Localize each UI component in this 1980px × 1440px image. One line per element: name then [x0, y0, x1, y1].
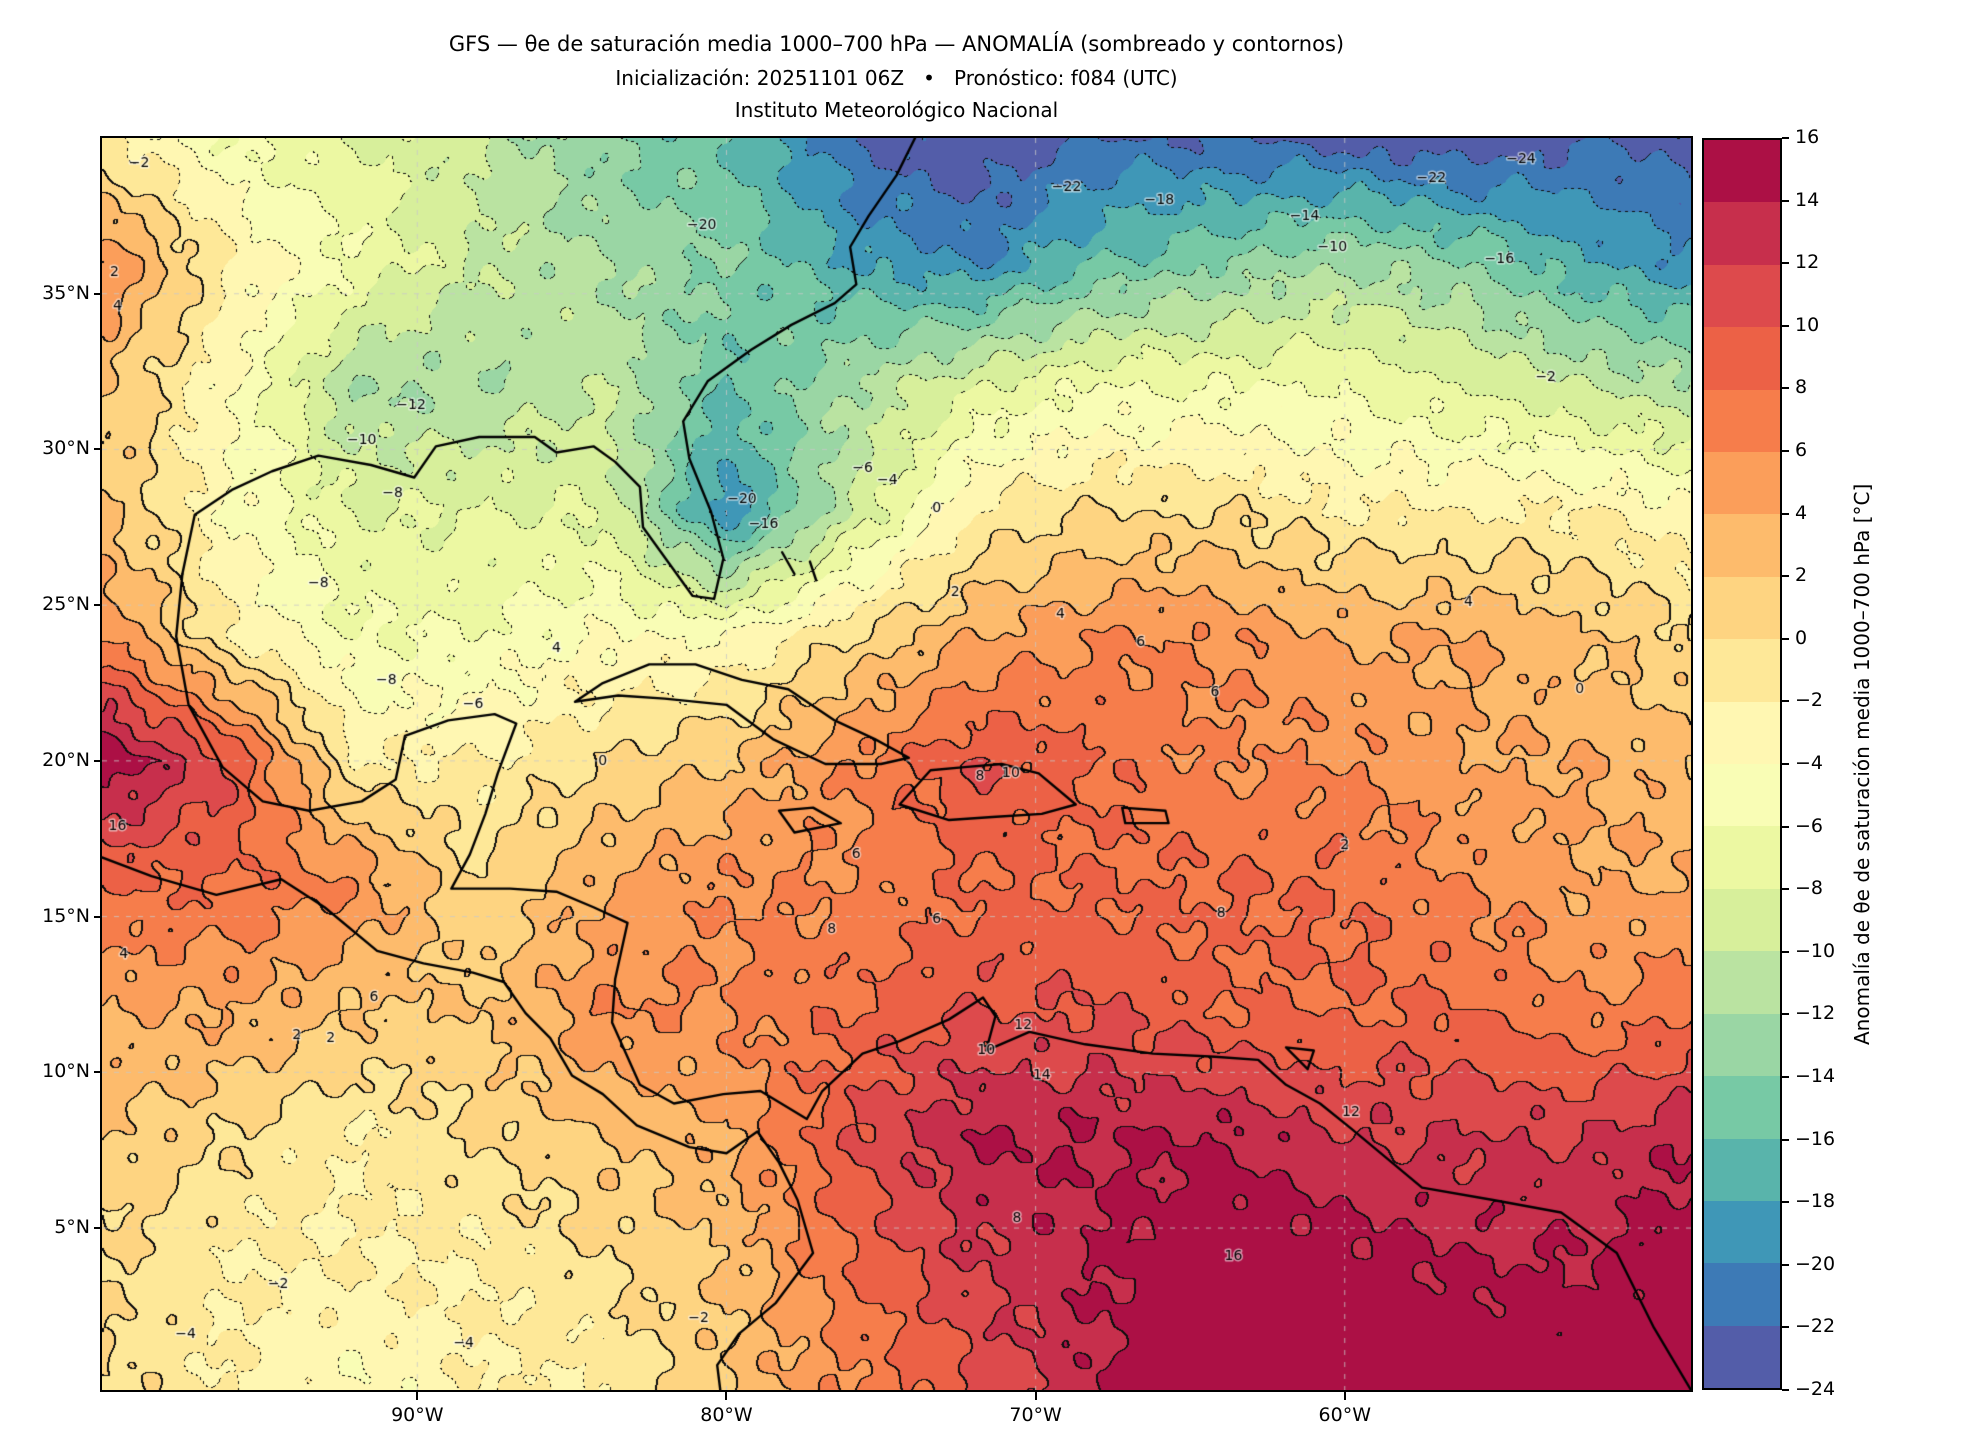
colorbar-band: [1704, 140, 1780, 203]
y-axis-tick: [94, 915, 102, 918]
colorbar-tick-label: −10: [1795, 939, 1836, 962]
y-axis-tick-label: 20°N: [42, 748, 90, 771]
y-axis-tick-label: 5°N: [54, 1216, 90, 1239]
colorbar-tick-label: 0: [1795, 626, 1808, 649]
y-axis-tick-label: 30°N: [42, 437, 90, 460]
colorbar-tick-label: 16: [1795, 126, 1820, 148]
x-axis-tick: [725, 1392, 728, 1400]
colorbar-tick: [1782, 575, 1789, 578]
colorbar-tick-label: 2: [1795, 564, 1808, 587]
colorbar-tick: [1782, 512, 1789, 515]
colorbar-band: [1704, 1200, 1780, 1264]
colorbar-tick: [1782, 262, 1789, 265]
chart-subtitle-init-forecast: Inicialización: 20251101 06Z • Pronóstic…: [615, 66, 1178, 90]
colorbar-tick: [1782, 387, 1789, 390]
colorbar-band: [1704, 888, 1780, 952]
colorbar-tick-label: −6: [1795, 814, 1824, 837]
colorbar-tick: [1782, 1326, 1789, 1329]
colorbar-tick-label: 8: [1795, 376, 1808, 399]
colorbar-band: [1704, 264, 1780, 328]
colorbar-tick-label: −22: [1795, 1315, 1836, 1338]
colorbar-tick-label: 6: [1795, 439, 1808, 461]
anomaly-map-canvas: [102, 138, 1691, 1390]
x-axis-tick-label: 90°W: [391, 1404, 444, 1426]
colorbar-band: [1704, 452, 1780, 515]
colorbar-tick-label: 14: [1795, 188, 1820, 211]
colorbar-tick-label: −12: [1795, 1002, 1836, 1025]
colorbar-band: [1704, 1076, 1780, 1139]
y-axis-tick-label: 35°N: [42, 281, 90, 304]
colorbar-tick: [1782, 1263, 1789, 1266]
y-axis-tick-label: 10°N: [42, 1060, 90, 1083]
colorbar-band: [1704, 1263, 1780, 1326]
x-axis-tick-label: 70°W: [1009, 1404, 1062, 1426]
colorbar-band: [1704, 701, 1780, 765]
colorbar-tick: [1782, 137, 1789, 139]
colorbar-tick-label: −20: [1795, 1252, 1836, 1275]
colorbar-tick-label: −14: [1795, 1065, 1836, 1087]
colorbar-tick: [1782, 763, 1789, 765]
colorbar-tick: [1782, 450, 1789, 452]
colorbar-band: [1704, 327, 1780, 390]
colorbar-band: [1704, 826, 1780, 889]
colorbar-band: [1704, 639, 1780, 702]
colorbar-band: [1704, 514, 1780, 577]
colorbar-band: [1704, 764, 1780, 827]
colorbar-tick: [1782, 950, 1789, 953]
y-axis-tick: [94, 1227, 102, 1230]
colorbar-band: [1704, 1325, 1780, 1389]
colorbar-band: [1704, 951, 1780, 1014]
y-axis-tick: [94, 1071, 102, 1074]
colorbar-band: [1704, 389, 1780, 453]
x-axis-tick: [416, 1392, 419, 1400]
colorbar-tick-label: −4: [1795, 752, 1824, 774]
x-axis-tick: [1343, 1392, 1346, 1400]
colorbar-tick: [1782, 700, 1789, 703]
colorbar-tick: [1782, 324, 1789, 327]
colorbar-tick: [1782, 888, 1789, 891]
colorbar-band: [1704, 202, 1780, 265]
colorbar-band: [1704, 576, 1780, 640]
colorbar-tick: [1782, 1201, 1789, 1204]
x-axis-tick-label: 60°W: [1318, 1404, 1371, 1426]
y-axis-tick-label: 15°N: [42, 904, 90, 927]
chart-title: GFS — θe de saturación media 1000–700 hP…: [448, 32, 1345, 56]
colorbar-tick-label: 10: [1795, 313, 1820, 336]
colorbar: [1702, 138, 1782, 1390]
colorbar-band: [1704, 1013, 1780, 1077]
chart-subtitle-institution: Instituto Meteorológico Nacional: [734, 98, 1059, 122]
colorbar-tick: [1782, 637, 1789, 640]
colorbar-tick-label: −8: [1795, 877, 1824, 900]
colorbar-tick: [1782, 825, 1789, 828]
colorbar-tick-label: −2: [1795, 689, 1824, 712]
colorbar-tick-label: 4: [1795, 501, 1808, 524]
colorbar-tick: [1782, 199, 1789, 202]
x-axis-tick-label: 80°W: [700, 1404, 753, 1426]
y-axis-tick: [94, 759, 102, 762]
colorbar-tick-label: −24: [1795, 1378, 1836, 1400]
x-axis-tick: [1034, 1392, 1037, 1400]
colorbar-tick: [1782, 1389, 1789, 1391]
colorbar-tick: [1782, 1076, 1789, 1078]
y-axis-tick: [94, 448, 102, 451]
colorbar-tick: [1782, 1138, 1789, 1141]
colorbar-tick-label: −16: [1795, 1127, 1836, 1150]
colorbar-tick-label: 12: [1795, 251, 1820, 274]
colorbar-tick-label: −18: [1795, 1190, 1836, 1213]
colorbar-band: [1704, 1138, 1780, 1201]
y-axis-tick: [94, 292, 102, 295]
y-axis-tick-label: 25°N: [42, 593, 90, 616]
y-axis-tick: [94, 604, 102, 607]
colorbar-tick: [1782, 1013, 1789, 1016]
